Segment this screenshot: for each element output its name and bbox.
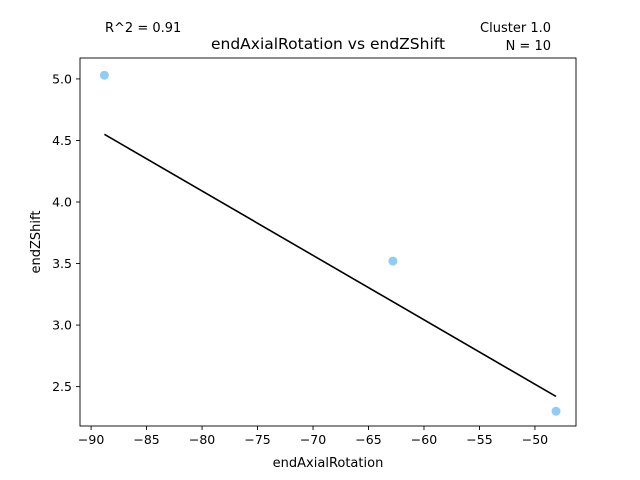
chart-title: endAxialRotation vs endZShift [211,35,445,53]
data-point [551,406,561,416]
y-tick-label: 3.5 [52,256,72,271]
data-point [388,256,398,266]
x-tick-label: −60 [411,432,437,447]
x-tick-label: −70 [300,432,326,447]
y-tick-label: 2.5 [52,379,72,394]
x-tick-label: −80 [189,432,215,447]
y-axis: 2.5 3.0 3.5 4.0 4.5 5.0 [52,71,80,394]
cluster-annotation: Cluster 1.0 [480,21,551,36]
y-tick-label: 4.5 [52,133,72,148]
x-tick-label: −75 [244,432,270,447]
r-squared-annotation: R^2 = 0.91 [105,21,181,36]
y-axis-label: endZShift [29,211,44,274]
data-point [99,70,109,80]
x-tick-label: −55 [466,432,492,447]
y-tick-label: 5.0 [52,71,72,86]
y-tick-label: 3.0 [52,318,72,333]
x-tick-label: −50 [522,432,548,447]
regression-line [104,133,557,398]
x-axis-label: endAxialRotation [273,456,384,471]
plot-area [99,70,561,416]
x-tick-label: −85 [133,432,159,447]
axes-frame [79,57,577,427]
x-axis: −90 −85 −80 −75 −70 −65 −60 −55 −50 [78,426,548,447]
x-tick-label: −65 [355,432,381,447]
n-count-annotation: N = 10 [506,39,551,54]
y-tick-label: 4.0 [52,195,72,210]
x-tick-label: −90 [78,432,104,447]
